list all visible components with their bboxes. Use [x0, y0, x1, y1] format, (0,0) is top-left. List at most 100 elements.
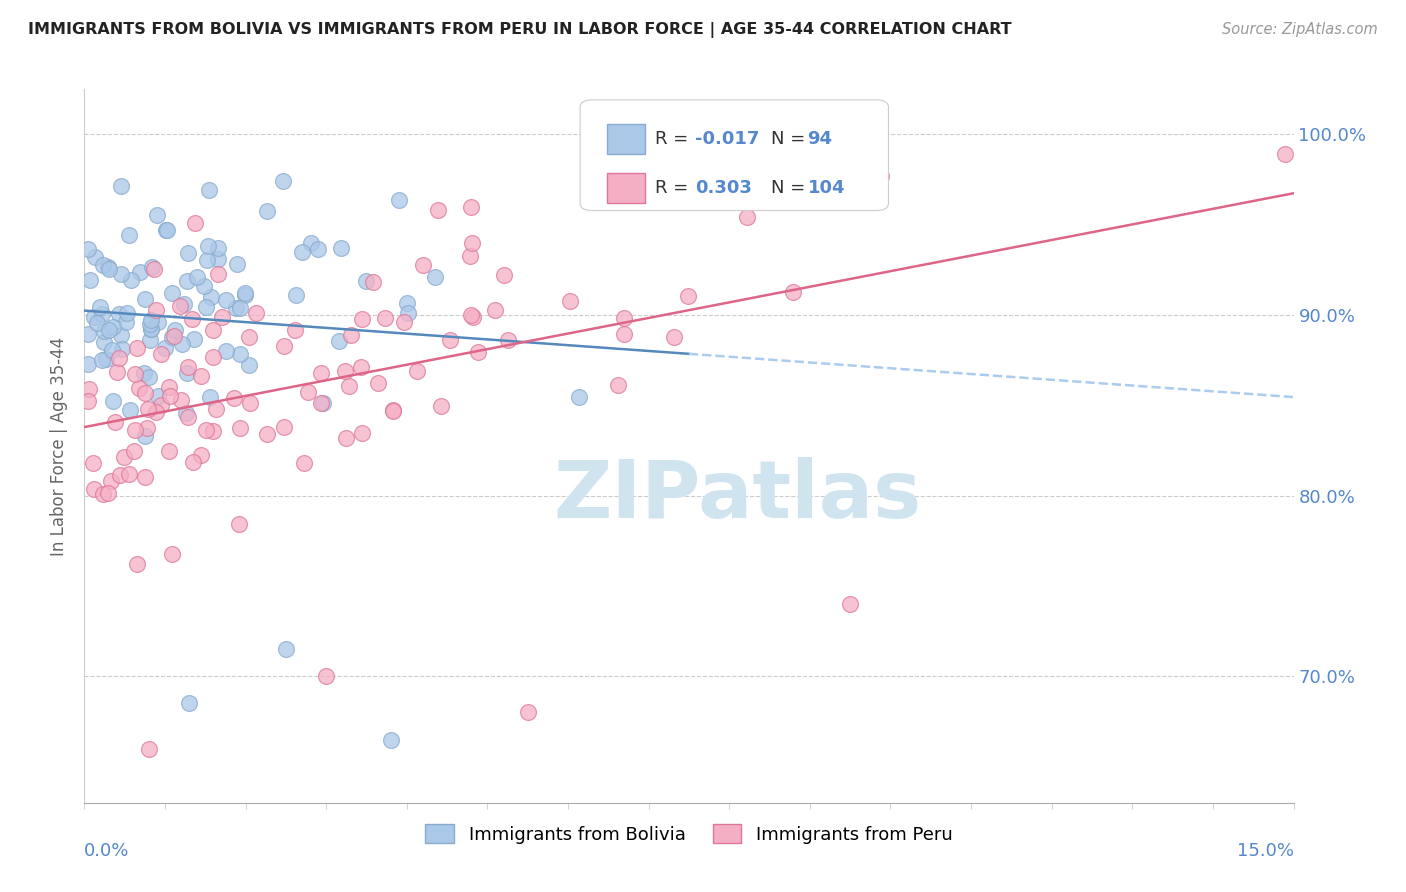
- Point: [83, 482, 105, 496]
- Point: [190, 448, 212, 462]
- Point: [159, 389, 181, 403]
- Point: [186, 270, 208, 285]
- Point: [108, 351, 131, 365]
- Text: Source: ZipAtlas.com: Source: ZipAtlas.com: [1222, 22, 1378, 37]
- FancyBboxPatch shape: [581, 100, 889, 211]
- Point: [350, 360, 373, 375]
- Point: [294, 457, 316, 471]
- Point: [613, 326, 636, 341]
- Point: [134, 385, 156, 400]
- Point: [273, 173, 295, 187]
- Point: [337, 379, 360, 393]
- Point: [77, 394, 100, 409]
- Point: [308, 242, 330, 256]
- Point: [207, 267, 229, 281]
- Point: [110, 267, 132, 281]
- Point: [207, 252, 229, 266]
- Point: [170, 393, 193, 408]
- Point: [169, 299, 191, 313]
- Point: [160, 329, 183, 343]
- Point: [735, 211, 758, 225]
- Point: [173, 297, 195, 311]
- Point: [207, 241, 229, 255]
- Point: [361, 275, 384, 289]
- Point: [97, 260, 120, 275]
- Point: [110, 328, 132, 343]
- Point: [315, 669, 337, 683]
- Point: [215, 293, 238, 307]
- Text: N =: N =: [770, 130, 811, 148]
- Point: [200, 290, 222, 304]
- Point: [120, 272, 142, 286]
- Point: [193, 278, 215, 293]
- Point: [176, 274, 198, 288]
- Point: [374, 311, 396, 326]
- Point: [155, 341, 177, 355]
- Point: [190, 368, 212, 383]
- Point: [333, 364, 356, 378]
- Point: [183, 455, 205, 469]
- Point: [156, 222, 179, 236]
- Point: [77, 382, 100, 396]
- Point: [484, 303, 506, 318]
- Point: [146, 389, 169, 403]
- Legend: Immigrants from Bolivia, Immigrants from Peru: Immigrants from Bolivia, Immigrants from…: [418, 817, 960, 851]
- Point: [100, 475, 122, 489]
- Point: [98, 262, 121, 277]
- Point: [138, 741, 160, 756]
- Point: [103, 394, 125, 409]
- Text: IMMIGRANTS FROM BOLIVIA VS IMMIGRANTS FROM PERU IN LABOR FORCE | AGE 35-44 CORRE: IMMIGRANTS FROM BOLIVIA VS IMMIGRANTS FR…: [28, 22, 1012, 38]
- Point: [77, 242, 100, 256]
- Point: [492, 268, 515, 282]
- Point: [202, 350, 225, 364]
- Point: [83, 310, 105, 325]
- Point: [96, 352, 118, 367]
- Point: [406, 363, 429, 377]
- Point: [211, 310, 233, 325]
- Point: [367, 376, 389, 391]
- Point: [86, 317, 108, 331]
- Point: [105, 365, 128, 379]
- Point: [238, 358, 260, 372]
- Point: [174, 406, 197, 420]
- Point: [142, 261, 165, 276]
- Point: [127, 557, 149, 571]
- Point: [77, 326, 100, 341]
- Point: [311, 366, 333, 380]
- Point: [118, 228, 141, 243]
- Text: R =: R =: [655, 178, 695, 196]
- Point: [101, 320, 124, 334]
- Point: [124, 423, 146, 437]
- Point: [197, 238, 219, 252]
- Point: [136, 401, 159, 416]
- Point: [496, 333, 519, 347]
- Point: [195, 252, 218, 267]
- Point: [233, 286, 256, 301]
- Point: [129, 265, 152, 279]
- Point: [350, 425, 373, 440]
- Point: [467, 345, 489, 359]
- Point: [412, 258, 434, 272]
- Text: 94: 94: [807, 130, 832, 148]
- Point: [1274, 147, 1296, 161]
- Point: [299, 235, 322, 250]
- Point: [195, 423, 218, 437]
- Point: [382, 404, 405, 418]
- Point: [229, 346, 252, 360]
- Point: [460, 200, 482, 214]
- Point: [330, 241, 353, 255]
- Point: [205, 402, 228, 417]
- Point: [392, 315, 415, 329]
- Point: [141, 313, 163, 327]
- Point: [256, 204, 278, 219]
- Point: [120, 403, 142, 417]
- Point: [141, 260, 163, 274]
- Point: [662, 330, 685, 344]
- Point: [354, 274, 377, 288]
- Point: [350, 311, 373, 326]
- Point: [516, 706, 538, 720]
- Text: 15.0%: 15.0%: [1236, 842, 1294, 860]
- Point: [98, 323, 121, 337]
- Point: [177, 410, 200, 425]
- Point: [463, 310, 485, 324]
